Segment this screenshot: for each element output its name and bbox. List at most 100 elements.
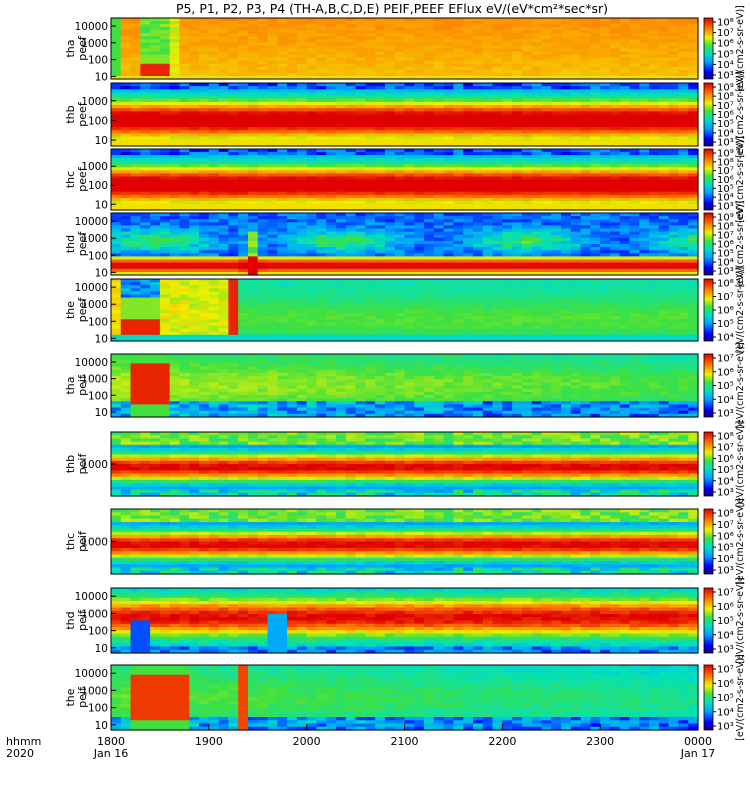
heatmap-cell xyxy=(668,48,680,53)
heatmap-cell xyxy=(277,30,288,34)
heatmap-cell xyxy=(375,45,386,50)
heatmap-cell xyxy=(639,123,650,128)
heatmap-cell xyxy=(561,142,572,147)
heatmap-cell xyxy=(404,123,415,128)
heatmap-cell xyxy=(199,200,210,205)
heatmap-cell xyxy=(531,89,543,94)
heatmap-cell xyxy=(394,142,406,147)
heatmap-cell xyxy=(424,185,435,190)
heatmap-cell xyxy=(111,206,122,211)
heatmap-cell xyxy=(453,98,464,103)
heatmap-cell xyxy=(306,105,318,109)
heatmap-cell xyxy=(267,69,278,74)
heatmap-cell xyxy=(570,72,582,77)
heatmap-cell xyxy=(668,89,680,94)
heatmap-cell xyxy=(326,114,337,119)
heatmap-cell xyxy=(296,164,308,168)
heatmap-cell xyxy=(512,133,523,138)
heatmap-cell xyxy=(453,21,464,25)
heatmap-cell xyxy=(580,92,591,97)
heatmap-cell xyxy=(336,111,347,116)
heatmap-cell xyxy=(492,158,503,162)
heatmap-cell xyxy=(629,18,640,22)
heatmap-cell xyxy=(688,114,699,119)
heatmap-cell xyxy=(453,127,464,131)
heatmap-cell xyxy=(443,24,455,28)
heatmap-cell xyxy=(159,200,171,205)
heatmap-cell xyxy=(169,86,181,90)
heatmap-cell xyxy=(257,152,269,156)
heatmap-cell xyxy=(199,66,210,71)
heatmap-cell xyxy=(179,83,190,87)
heatmap-cell xyxy=(267,114,278,119)
heatmap-cell xyxy=(629,54,640,59)
heatmap-cell xyxy=(130,18,141,22)
heatmap-cell xyxy=(375,120,386,125)
heatmap-cell xyxy=(580,86,591,90)
heatmap-cell xyxy=(375,39,386,43)
heatmap-cell xyxy=(688,36,699,40)
heatmap-cell xyxy=(424,114,435,119)
heatmap-cell xyxy=(443,161,455,165)
heatmap-cell xyxy=(316,136,327,141)
heatmap-cell xyxy=(414,123,425,128)
heatmap-cell xyxy=(424,48,435,53)
heatmap-cell xyxy=(199,139,210,144)
y-axis-label: peef xyxy=(76,166,89,192)
heatmap-cell xyxy=(228,83,239,87)
heatmap-cell xyxy=(502,133,513,138)
heatmap-cell xyxy=(394,57,406,62)
heatmap-cell xyxy=(453,101,464,106)
heatmap-cell xyxy=(443,155,455,159)
heatmap-cell xyxy=(433,108,445,112)
heatmap-cell xyxy=(326,54,337,59)
heatmap-cell xyxy=(453,188,464,193)
heatmap-cell xyxy=(199,101,210,106)
heatmap-cell xyxy=(277,18,288,22)
heatmap-cell xyxy=(208,48,220,53)
heatmap-cell xyxy=(463,101,474,106)
heatmap-cell xyxy=(600,60,611,65)
heatmap-cell xyxy=(482,42,494,47)
heatmap-cell xyxy=(257,57,269,62)
heatmap-cell xyxy=(678,86,689,90)
heatmap-cell xyxy=(668,24,680,28)
heatmap-cell xyxy=(140,161,151,165)
heatmap-cell xyxy=(502,197,513,202)
heatmap-cell xyxy=(267,139,278,144)
heatmap-cell xyxy=(316,139,327,144)
heatmap-cell xyxy=(316,83,327,87)
heatmap-cell xyxy=(238,92,249,97)
heatmap-cell xyxy=(414,21,425,25)
heatmap-cell xyxy=(580,98,591,103)
heatmap-cell xyxy=(238,105,249,109)
heatmap-cell xyxy=(257,51,269,56)
heatmap-cell xyxy=(629,57,640,62)
heatmap-cell xyxy=(169,36,181,40)
heatmap-cell xyxy=(453,89,464,94)
heatmap-cell xyxy=(463,117,474,122)
heatmap-cell xyxy=(502,72,513,77)
heatmap-cell xyxy=(492,197,503,202)
heatmap-cell xyxy=(316,161,327,165)
heatmap-cell xyxy=(296,108,308,112)
heatmap-cell xyxy=(453,69,464,74)
heatmap-cell xyxy=(140,36,151,40)
heatmap-cell xyxy=(150,72,161,77)
heatmap-cell xyxy=(404,60,415,65)
heatmap-cell xyxy=(336,133,347,138)
heatmap-cell xyxy=(482,194,494,199)
heatmap-cell xyxy=(424,51,435,56)
heatmap-cell xyxy=(424,149,435,153)
heatmap-cell xyxy=(228,48,239,53)
heatmap-cell xyxy=(169,45,181,50)
heatmap-cell xyxy=(570,95,582,100)
heatmap-cell xyxy=(159,72,171,77)
heatmap-cell xyxy=(287,72,298,77)
heatmap-cell xyxy=(375,66,386,71)
heatmap-cell xyxy=(316,75,327,80)
heatmap-cell xyxy=(130,60,141,65)
heatmap-cell xyxy=(512,45,523,50)
heatmap-cell xyxy=(443,176,455,181)
heatmap-cell xyxy=(658,130,670,134)
